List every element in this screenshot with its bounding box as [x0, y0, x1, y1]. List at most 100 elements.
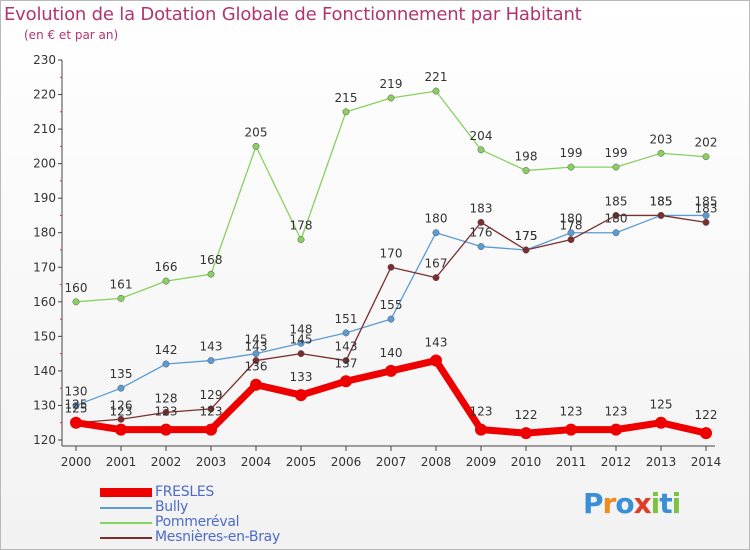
x-tick-label: 2006	[331, 455, 362, 469]
data-point	[342, 357, 350, 364]
data-label: 175	[515, 229, 538, 243]
data-point	[162, 360, 170, 368]
logo-letter: i	[671, 487, 682, 520]
data-label: 126	[110, 398, 133, 412]
data-label: 143	[335, 340, 358, 354]
data-point	[252, 142, 260, 150]
logo-letter: x	[633, 487, 652, 520]
data-point	[207, 405, 215, 413]
data-label: 215	[335, 91, 358, 105]
legend-label: FRESLES	[155, 484, 214, 500]
data-label: 178	[560, 219, 583, 233]
data-label: 185	[605, 194, 628, 208]
data-point	[207, 357, 215, 364]
legend-label: Bully	[155, 499, 189, 515]
data-label: 176	[470, 226, 493, 240]
data-label: 203	[650, 132, 673, 146]
x-tick-label: 2014	[691, 455, 722, 469]
x-tick-label: 2011	[556, 455, 587, 469]
data-point	[252, 350, 260, 358]
data-label: 198	[515, 150, 538, 164]
data-label: 125	[650, 398, 673, 412]
data-point	[295, 389, 307, 402]
data-label: 148	[290, 322, 313, 336]
data-point	[612, 212, 620, 219]
data-label: 155	[380, 298, 403, 312]
data-point	[70, 416, 82, 429]
data-label: 130	[65, 384, 88, 398]
data-label: 167	[425, 257, 448, 271]
data-label: 142	[155, 343, 178, 357]
y-tick-label: 120	[33, 433, 56, 447]
y-tick-label: 210	[33, 122, 56, 136]
data-point	[207, 270, 215, 278]
data-label: 185	[650, 194, 673, 208]
data-label: 161	[110, 277, 133, 291]
chart-title: Evolution de la Dotation Globale de Fonc…	[4, 4, 582, 25]
logo-letter: o	[615, 487, 634, 520]
data-label: 129	[200, 388, 223, 402]
y-tick-label: 190	[33, 191, 56, 205]
data-point	[610, 423, 622, 436]
data-point	[567, 236, 575, 244]
data-point	[385, 364, 397, 377]
data-point	[520, 427, 532, 440]
data-label: 160	[65, 281, 88, 295]
logo-letter: r	[602, 487, 617, 520]
y-tick-label: 200	[33, 157, 56, 171]
data-label: 137	[335, 356, 358, 370]
data-label: 123	[470, 405, 493, 419]
data-point	[702, 212, 710, 219]
data-point	[432, 229, 440, 237]
x-tick-label: 2000	[61, 455, 92, 469]
data-point	[612, 163, 620, 171]
legend-label: Mesnières-en-Bray	[155, 529, 280, 545]
data-point	[117, 384, 125, 392]
data-label: 143	[425, 336, 448, 350]
data-point	[340, 375, 352, 388]
legend-swatch	[100, 507, 152, 509]
data-point	[160, 423, 172, 436]
data-point	[387, 315, 395, 323]
data-point	[117, 294, 125, 302]
data-label: 202	[695, 136, 718, 150]
legend-swatch	[100, 488, 152, 497]
logo-letter: t	[659, 487, 672, 520]
data-label: 123	[560, 405, 583, 419]
data-label: 151	[335, 312, 358, 326]
data-label: 125	[65, 402, 88, 416]
x-tick-label: 2001	[106, 455, 137, 469]
data-label: 170	[380, 246, 403, 260]
x-tick-label: 2009	[466, 455, 497, 469]
data-point	[297, 350, 305, 358]
data-label: 166	[155, 260, 178, 274]
data-point	[342, 108, 350, 116]
data-point	[72, 402, 80, 409]
data-point	[612, 229, 620, 237]
data-point	[565, 423, 577, 436]
data-point	[250, 378, 262, 391]
logo-letter: P	[583, 487, 604, 520]
legend-label: Pommeréval	[155, 514, 240, 530]
data-point	[700, 427, 712, 440]
data-point	[522, 167, 530, 174]
data-label: 145	[245, 333, 268, 347]
data-point	[475, 423, 487, 436]
data-label: 180	[560, 212, 583, 226]
data-label: 140	[380, 346, 403, 360]
data-point	[657, 212, 665, 219]
data-label: 185	[650, 194, 673, 208]
y-tick-label: 230	[33, 53, 56, 67]
data-point	[115, 423, 127, 436]
data-label: 123	[110, 405, 133, 419]
data-point	[387, 263, 395, 271]
data-label: 125	[65, 398, 88, 412]
data-label: 185	[695, 194, 718, 208]
data-label: 135	[110, 367, 133, 381]
x-tick-label: 2010	[511, 455, 542, 469]
data-point	[162, 277, 170, 285]
data-point	[430, 354, 442, 367]
data-label: 199	[560, 146, 583, 160]
y-tick-label: 170	[33, 260, 56, 274]
